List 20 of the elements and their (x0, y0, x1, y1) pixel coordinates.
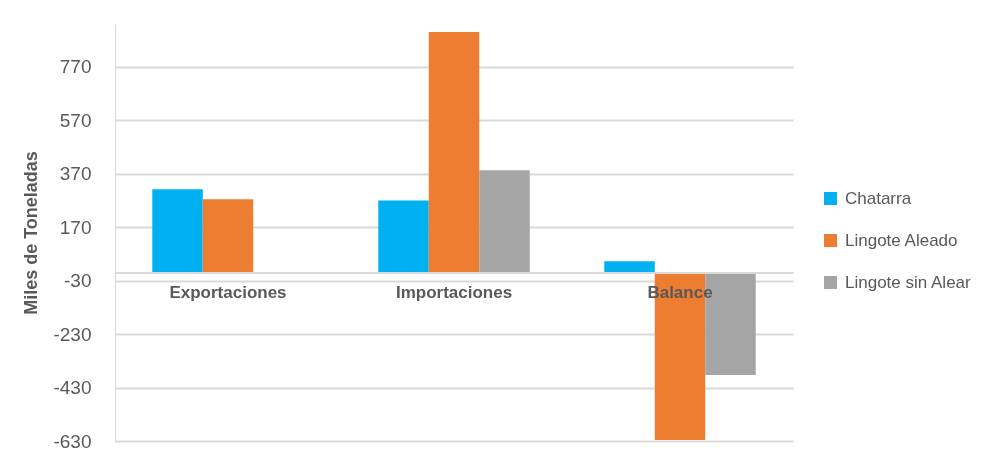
x-tick-label: Importaciones (395, 283, 513, 303)
bar (378, 200, 429, 273)
y-tick-label: 770 (59, 56, 92, 78)
y-tick-label: 370 (59, 163, 92, 185)
bar (604, 261, 655, 273)
y-tick-label: -630 (53, 430, 92, 452)
legend-label: Lingote sin Alear (845, 272, 972, 292)
y-tick-label: -430 (53, 377, 92, 399)
bar (428, 32, 480, 273)
x-tick-label: Exportaciones (169, 283, 287, 303)
y-tick-label: -30 (64, 270, 92, 292)
legend-label: Chatarra (845, 188, 912, 208)
bar (202, 199, 254, 273)
y-tick-label: 570 (59, 109, 92, 131)
bar (479, 170, 530, 273)
legend-label: Lingote Aleado (845, 230, 958, 250)
bar (152, 189, 203, 273)
y-axis-title: Miles de Toneladas (21, 151, 42, 315)
y-tick-label: -230 (53, 323, 92, 345)
y-tick-label: 170 (59, 216, 92, 238)
